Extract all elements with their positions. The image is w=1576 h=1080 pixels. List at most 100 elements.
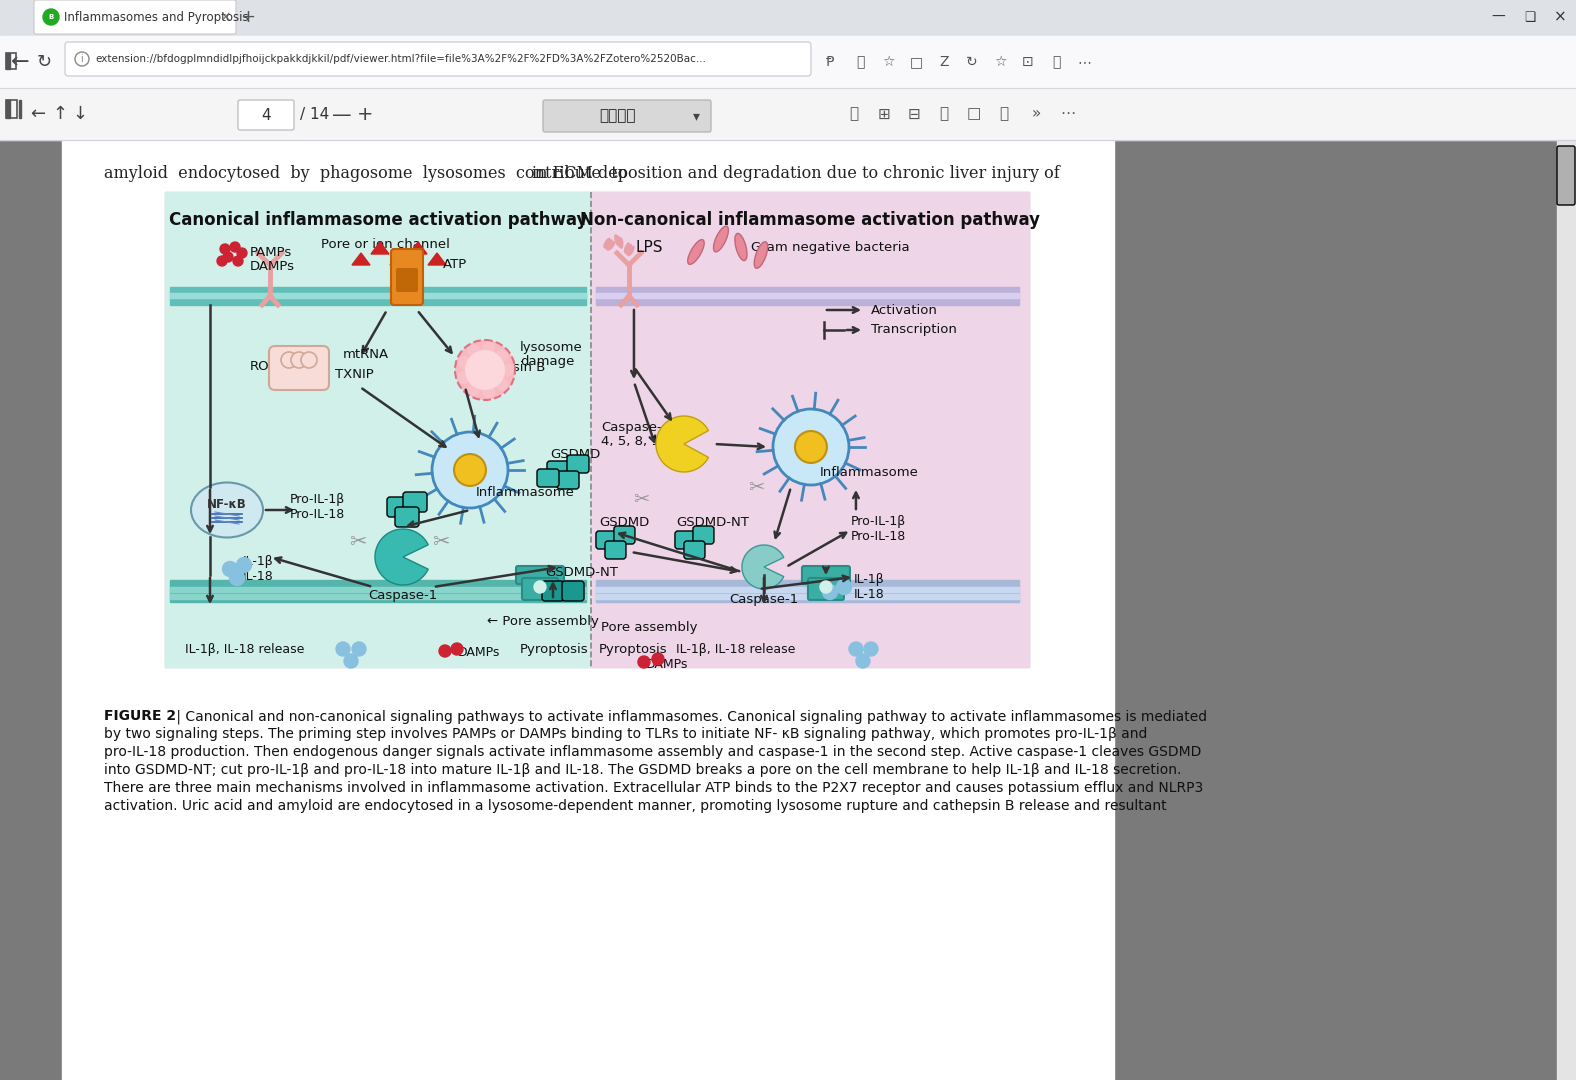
- Bar: [596, 594, 1020, 599]
- Text: Caspase-: Caspase-: [600, 420, 662, 433]
- Text: Ⓐ: Ⓐ: [849, 107, 859, 121]
- Text: Caspase-1: Caspase-1: [369, 589, 438, 602]
- Circle shape: [482, 342, 495, 354]
- Circle shape: [281, 352, 296, 368]
- Polygon shape: [375, 529, 429, 585]
- Text: mtRNA: mtRNA: [344, 348, 389, 361]
- Text: There are three main mechanisms involved in inflammasome activation. Extracellul: There are three main mechanisms involved…: [104, 781, 1202, 795]
- Text: TXNIP: TXNIP: [336, 367, 374, 380]
- Text: ✂: ✂: [432, 532, 449, 552]
- FancyBboxPatch shape: [537, 469, 559, 487]
- Polygon shape: [656, 416, 709, 472]
- Text: 🔍: 🔍: [856, 55, 864, 69]
- Circle shape: [534, 581, 545, 593]
- Text: extension://bfdogplmndidlpjfhoijckpakkdjkkil/pdf/viewer.html?file=file%3A%2F%2F%: extension://bfdogplmndidlpjfhoijckpakkdj…: [95, 54, 706, 64]
- Circle shape: [301, 352, 317, 368]
- Text: Cathepsin B: Cathepsin B: [465, 361, 545, 374]
- Text: ← Pore assembly: ← Pore assembly: [487, 616, 599, 629]
- Text: IL-1β, IL-18 release: IL-1β, IL-18 release: [184, 643, 304, 656]
- Text: Z: Z: [939, 55, 949, 69]
- Bar: [165, 192, 1029, 667]
- Text: Gram negative bacteria: Gram negative bacteria: [750, 241, 909, 254]
- Circle shape: [351, 642, 366, 656]
- Bar: [6, 100, 17, 118]
- Circle shape: [820, 581, 832, 593]
- Circle shape: [336, 642, 350, 656]
- FancyBboxPatch shape: [802, 566, 849, 584]
- Ellipse shape: [626, 244, 632, 255]
- Text: ☆: ☆: [881, 55, 894, 69]
- FancyBboxPatch shape: [522, 578, 558, 600]
- Bar: [6, 53, 9, 69]
- Text: Inflammasome: Inflammasome: [476, 486, 574, 499]
- Text: by two signaling steps. The priming step involves PAMPs or DAMPs binding to TLRs: by two signaling steps. The priming step…: [104, 727, 1147, 741]
- FancyBboxPatch shape: [684, 541, 704, 559]
- Text: ↑: ↑: [52, 105, 68, 123]
- FancyBboxPatch shape: [1557, 146, 1574, 205]
- Polygon shape: [351, 253, 370, 265]
- Text: Pro-IL-18: Pro-IL-18: [851, 530, 906, 543]
- Text: Pro-IL-1β: Pro-IL-1β: [851, 515, 906, 528]
- FancyBboxPatch shape: [808, 578, 845, 600]
- Circle shape: [222, 562, 238, 577]
- Circle shape: [292, 352, 307, 368]
- Text: IL-1β, IL-18 release: IL-1β, IL-18 release: [676, 643, 796, 656]
- Text: lysosome: lysosome: [520, 340, 583, 353]
- Circle shape: [823, 584, 837, 599]
- Text: ❑: ❑: [1524, 11, 1535, 24]
- Text: 👤: 👤: [1051, 55, 1061, 69]
- FancyBboxPatch shape: [396, 507, 419, 527]
- Text: GSDMD: GSDMD: [550, 447, 600, 460]
- Circle shape: [454, 454, 485, 486]
- Text: 🔖: 🔖: [999, 107, 1009, 121]
- Ellipse shape: [604, 238, 610, 248]
- FancyBboxPatch shape: [596, 531, 616, 549]
- Circle shape: [794, 431, 827, 463]
- Text: 4, 5, 8, 11: 4, 5, 8, 11: [600, 435, 668, 448]
- Bar: [170, 287, 586, 305]
- Bar: [596, 588, 1020, 592]
- Text: 自动缩放: 自动缩放: [600, 108, 637, 123]
- Circle shape: [501, 364, 514, 376]
- Ellipse shape: [624, 242, 630, 254]
- Bar: [596, 580, 1020, 602]
- FancyBboxPatch shape: [515, 566, 564, 584]
- Circle shape: [236, 248, 247, 258]
- Text: Caspase-1: Caspase-1: [730, 593, 799, 606]
- FancyBboxPatch shape: [675, 531, 697, 549]
- Text: ⋯: ⋯: [1076, 55, 1091, 69]
- Bar: [19, 100, 20, 118]
- Text: / 14: / 14: [299, 108, 329, 122]
- FancyBboxPatch shape: [547, 461, 569, 480]
- Text: ✂: ✂: [634, 490, 649, 510]
- Ellipse shape: [755, 242, 768, 268]
- Polygon shape: [389, 253, 408, 265]
- Text: i: i: [80, 54, 84, 64]
- Circle shape: [344, 654, 358, 669]
- Text: ROS: ROS: [251, 361, 277, 374]
- FancyBboxPatch shape: [567, 455, 589, 473]
- Circle shape: [217, 256, 227, 266]
- Bar: [6, 100, 9, 118]
- Circle shape: [837, 580, 851, 594]
- Bar: [170, 293, 586, 298]
- Bar: [591, 192, 1029, 667]
- FancyBboxPatch shape: [544, 100, 711, 132]
- Text: GSDMD-NT: GSDMD-NT: [676, 515, 749, 528]
- FancyBboxPatch shape: [542, 581, 564, 600]
- Text: NF-κB: NF-κB: [206, 498, 247, 511]
- Circle shape: [864, 642, 878, 656]
- Text: in ECM deposition and degradation due to chronic liver injury of: in ECM deposition and degradation due to…: [533, 164, 1059, 181]
- Text: into GSDMD-NT; cut pro-IL-1β and pro-IL-18 into mature IL-1β and IL-18. The GSDM: into GSDMD-NT; cut pro-IL-1β and pro-IL-…: [104, 762, 1182, 777]
- Text: Pore or ion channel: Pore or ion channel: [320, 238, 449, 251]
- FancyBboxPatch shape: [605, 541, 626, 559]
- Text: | Canonical and non-canonical signaling pathways to activate inflammasomes. Cano: | Canonical and non-canonical signaling …: [172, 708, 1207, 724]
- Text: amyloid  endocytosed  by  phagosome  lysosomes  contribute  to: amyloid endocytosed by phagosome lysosom…: [104, 164, 627, 181]
- Text: IL-18: IL-18: [854, 589, 884, 602]
- Ellipse shape: [605, 240, 613, 249]
- Text: pro-IL-18 production. Then endogenous danger signals activate inflammasome assem: pro-IL-18 production. Then endogenous da…: [104, 745, 1201, 759]
- Text: ✂: ✂: [747, 477, 764, 497]
- Bar: [1557, 140, 1574, 1080]
- Text: ATP: ATP: [443, 257, 466, 270]
- Text: Pyroptosis: Pyroptosis: [599, 643, 668, 656]
